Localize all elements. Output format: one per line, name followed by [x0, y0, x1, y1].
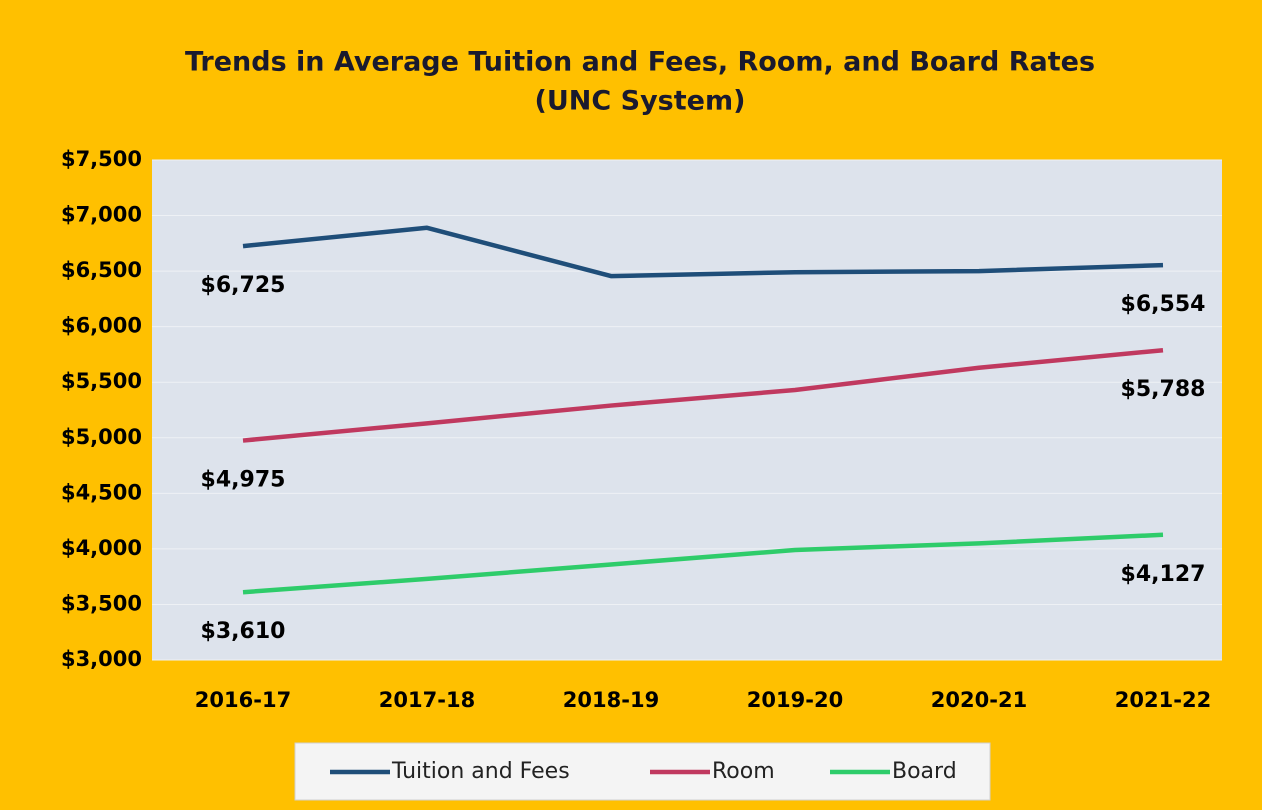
- x-tick-label: 2020-21: [931, 688, 1027, 712]
- data-label: $6,554: [1121, 292, 1206, 317]
- y-tick-label: $7,000: [61, 203, 142, 227]
- legend-label: Tuition and Fees: [391, 759, 570, 784]
- data-label: $3,610: [201, 619, 286, 644]
- series-line: [242, 225, 1164, 279]
- x-tick-label: 2017-18: [379, 688, 475, 712]
- chart-subtitle: (UNC System): [535, 86, 746, 117]
- y-tick-label: $6,000: [61, 314, 142, 338]
- plot-area: [152, 160, 1222, 660]
- y-tick-label: $4,500: [61, 480, 142, 504]
- chart-title: Trends in Average Tuition and Fees, Room…: [185, 47, 1095, 78]
- series-line: [242, 347, 1164, 443]
- y-tick-label: $4,000: [61, 536, 142, 560]
- y-tick-label: $7,500: [61, 147, 142, 171]
- data-label: $5,788: [1121, 377, 1206, 402]
- x-tick-label: 2019-20: [747, 688, 843, 712]
- y-tick-label: $6,500: [61, 258, 142, 282]
- data-label: $4,975: [201, 468, 286, 493]
- series-line: [242, 532, 1164, 595]
- legend-label: Board: [892, 759, 957, 784]
- y-tick-label: $3,500: [61, 591, 142, 615]
- x-tick-label: 2018-19: [563, 688, 659, 712]
- y-tick-label: $3,000: [61, 647, 142, 671]
- y-tick-label: $5,500: [61, 369, 142, 393]
- x-tick-label: 2016-17: [195, 688, 291, 712]
- data-label: $6,725: [201, 273, 286, 298]
- data-label: $4,127: [1121, 562, 1206, 587]
- x-tick-label: 2021-22: [1115, 688, 1211, 712]
- y-tick-label: $5,000: [61, 425, 142, 449]
- legend-label: Room: [712, 759, 775, 784]
